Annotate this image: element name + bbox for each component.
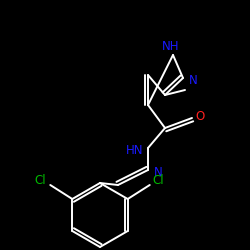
- Text: O: O: [196, 110, 204, 122]
- Text: HN: HN: [126, 144, 144, 156]
- Text: N: N: [154, 166, 162, 178]
- Text: N: N: [189, 74, 198, 86]
- Text: Cl: Cl: [152, 174, 164, 188]
- Text: NH: NH: [162, 40, 180, 54]
- Text: Cl: Cl: [34, 174, 46, 188]
